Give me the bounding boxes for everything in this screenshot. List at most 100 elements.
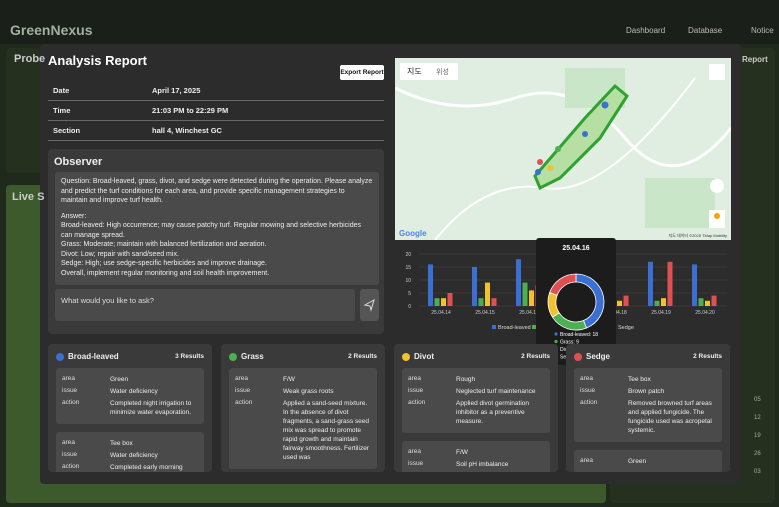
bar: [705, 300, 710, 306]
map-tab[interactable]: 위성: [436, 67, 449, 76]
answer-line: Broad-leaved: High occurrence; may cause…: [61, 222, 361, 239]
entry-row: area Rough: [408, 375, 544, 384]
field-label: issue: [408, 460, 424, 467]
field-label: issue: [580, 387, 596, 394]
bar: [648, 261, 653, 306]
y-tick-label: 10: [405, 278, 411, 284]
card-header: Broad-leaved 3 Results: [48, 344, 212, 368]
tooltip-item: Grass: 9: [560, 340, 579, 346]
bar: [491, 298, 497, 306]
nav-item: Dashboard: [626, 26, 666, 35]
result-card: Sedge 2 Results area Tee box issue Brown patc…: [566, 344, 730, 472]
result-card: Divot 2 Results area Rough issue Neglected tu…: [394, 344, 558, 472]
y-tick-label: 15: [405, 265, 411, 271]
answer-line: Answer:: [61, 212, 87, 220]
field-value: Water deficiency: [110, 388, 158, 395]
tooltip-swatch: [554, 339, 558, 344]
field-value: Soil pH imbalance: [456, 461, 509, 468]
send-button[interactable]: [360, 289, 379, 321]
bar: [522, 282, 528, 306]
info-value: 21:03 PM to 22:29 PM: [152, 106, 229, 115]
divider: [48, 120, 384, 121]
entry-row: area Green: [580, 457, 716, 466]
entry-row: area F/W: [235, 375, 371, 384]
legend-label: Broad-leaved: [498, 325, 531, 331]
bar: [692, 264, 697, 306]
map[interactable]: 지도 위성 Google 지도 데이터 ©2025 TMap Mobility: [395, 58, 731, 240]
result-entry: area Rough issue Neglected turf maintenance…: [402, 368, 550, 433]
result-entry: area Green issue Water deficiency action Comp…: [56, 368, 204, 424]
entry-row: issue Water deficiency: [62, 451, 198, 460]
observer-title: Observer: [54, 156, 103, 168]
card-header: Grass 2 Results: [221, 344, 385, 368]
field-value: F/W: [283, 376, 295, 383]
field-label: issue: [408, 387, 424, 394]
field-value: Neglected turf maintenance: [456, 388, 536, 395]
background-number: 26: [754, 451, 761, 457]
field-label: action: [62, 399, 80, 406]
info-value: April 17, 2025: [152, 86, 201, 95]
field-label: issue: [62, 451, 78, 458]
bar: [441, 298, 446, 306]
card-dot: [402, 352, 410, 361]
entry-row: issue Water deficiency: [62, 387, 198, 396]
field-value: Applied divot germination inhibitor as a…: [456, 400, 529, 425]
info-label: Date: [53, 86, 70, 95]
entry-row: area Green: [62, 375, 198, 384]
x-tick-label: 25.04.20: [695, 310, 715, 316]
field-label: area: [580, 375, 594, 382]
x-tick-label: 25.04.14: [431, 310, 451, 316]
x-tick-label: 25.04.15: [475, 310, 495, 316]
divider: [48, 100, 384, 101]
tooltip-title: 25.04.16: [562, 245, 589, 252]
entry-row: action Removed browned turf areas and app…: [580, 399, 716, 435]
entry-row: issue Brown patch: [580, 387, 716, 396]
entry-row: action Applied divot germination inhibito…: [408, 399, 544, 426]
entry-row: action Completed early morning: [62, 463, 198, 472]
bar: [617, 300, 622, 306]
field-label: action: [580, 399, 598, 406]
card-title: Sedge: [586, 352, 611, 361]
question: Question: Broad-leaved, grass, divot, an…: [61, 178, 373, 204]
background-label: Report: [742, 55, 768, 64]
donut-slice: [549, 273, 577, 296]
ask-input[interactable]: [55, 289, 355, 321]
bar: [667, 261, 673, 306]
answer: Answer: Broad-leaved: High occurrence; ma…: [61, 212, 373, 279]
tooltip-swatch: [554, 332, 558, 336]
entry-row: area Tee box: [62, 439, 198, 448]
legend-swatch: [492, 325, 496, 329]
map-tab[interactable]: 지도: [407, 67, 422, 76]
export-button[interactable]: Export Report: [340, 65, 384, 80]
x-tick-label: 25.04.18: [607, 310, 627, 316]
entry-row: area F/W: [408, 448, 544, 457]
card-header: Sedge 2 Results: [566, 344, 730, 368]
top-bar: [0, 0, 779, 44]
nav-item: Database: [688, 26, 723, 35]
card-title: Broad-leaved: [68, 352, 119, 361]
card-dot: [574, 352, 582, 361]
field-label: action: [62, 463, 80, 470]
background-number: 12: [754, 415, 761, 421]
entry-row: issue Soil pH imbalance: [408, 460, 544, 469]
bar: [529, 290, 534, 306]
bar: [447, 293, 453, 306]
bar: [516, 259, 521, 306]
field-value: Removed browned turf areas and applied f…: [628, 400, 712, 434]
map-logo: Google: [399, 229, 427, 238]
answer-line: Grass: Moderate; maintain with balanced …: [61, 241, 267, 248]
card-title: Grass: [241, 352, 264, 361]
legend-swatch: [532, 325, 536, 329]
card-dot: [229, 352, 237, 361]
result-card: Grass 2 Results area F/W issue Weak grass roo…: [221, 344, 385, 472]
field-value: Completed night irrigation to minimize w…: [110, 400, 192, 416]
bar: [654, 300, 660, 306]
background-number: 19: [754, 433, 761, 439]
field-value: Green: [628, 458, 647, 465]
result-entry: area Tee box issue Brown patch action Removed…: [574, 368, 722, 442]
bar: [623, 295, 629, 306]
bar: [434, 298, 440, 306]
bar: [711, 295, 717, 306]
